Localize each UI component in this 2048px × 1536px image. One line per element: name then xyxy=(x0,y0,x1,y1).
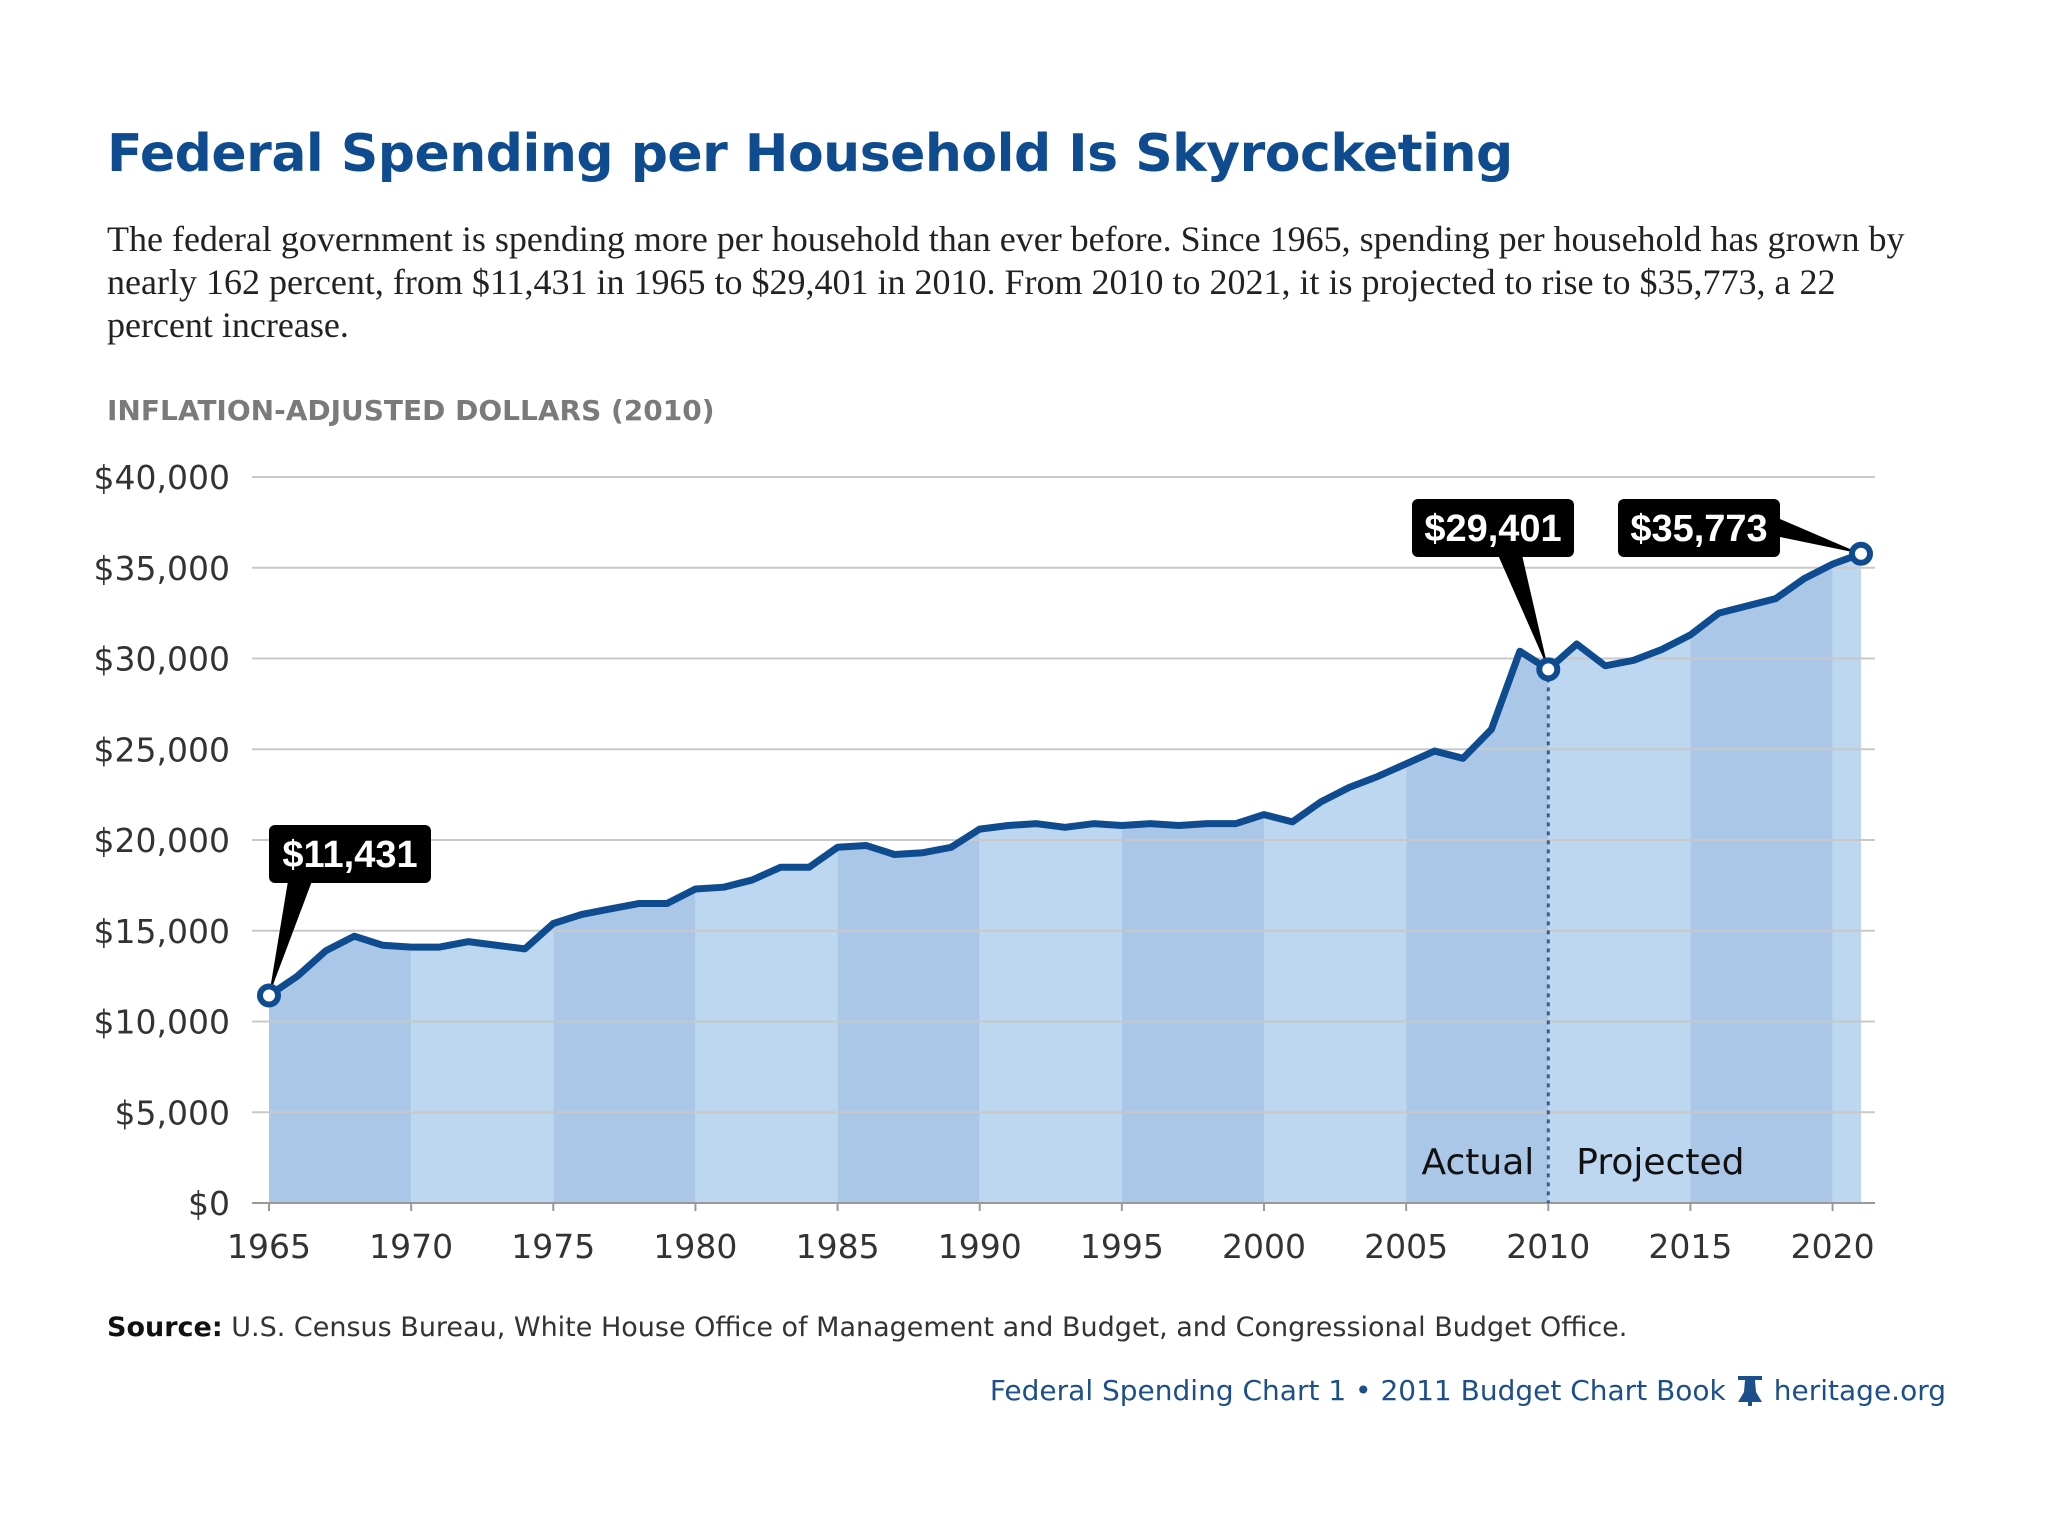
x-tick-label: 1975 xyxy=(511,1227,595,1266)
y-tick-label: $30,000 xyxy=(94,640,230,679)
x-tick-label: 1970 xyxy=(369,1227,453,1266)
callout-marker xyxy=(257,983,281,1008)
y-tick-label: $5,000 xyxy=(115,1093,230,1132)
region-label-projected: Projected xyxy=(1576,1142,1744,1183)
callout-marker xyxy=(1536,657,1561,682)
callout-pointer xyxy=(269,881,312,996)
callout-label: $35,773 xyxy=(1630,508,1767,550)
x-tick-label: 1990 xyxy=(938,1227,1022,1266)
source-label: Source: xyxy=(107,1312,223,1343)
y-tick-label: $20,000 xyxy=(94,821,230,860)
area-chart: $0 $5,000 $10,000 $15,000 $20,000 $25,000 $30,… xyxy=(94,458,1875,1266)
area-band xyxy=(1832,553,1861,1203)
y-tick-label: $40,000 xyxy=(94,458,230,497)
y-tick-label: $15,000 xyxy=(94,912,230,951)
callout-pointer xyxy=(1498,555,1549,670)
x-tick-label: 2000 xyxy=(1222,1227,1306,1266)
y-tick-label: $25,000 xyxy=(94,730,230,769)
y-tick-label: $35,000 xyxy=(94,549,230,588)
area-band xyxy=(1690,553,1833,1203)
y-tick-label: $0 xyxy=(188,1184,230,1223)
callout-label: $11,431 xyxy=(282,834,417,876)
x-tick-label: 1965 xyxy=(227,1227,311,1266)
footer: Federal Spending Chart 1 • 2011 Budget C… xyxy=(990,1374,1946,1407)
callout-box xyxy=(269,825,431,883)
x-tick-label: 2010 xyxy=(1506,1227,1590,1266)
x-tick-label: 1980 xyxy=(653,1227,737,1266)
callout-pointer xyxy=(1780,519,1861,554)
chart-title: Federal Spending per Household Is Skyroc… xyxy=(107,124,1513,184)
footer-text: Federal Spending Chart 1 • 2011 Budget C… xyxy=(989,1374,1726,1407)
x-tick-label: 2005 xyxy=(1364,1227,1448,1266)
x-tick-label: 2020 xyxy=(1791,1227,1875,1266)
x-tick-label: 1985 xyxy=(796,1227,880,1266)
y-tick-label: $10,000 xyxy=(94,1003,230,1042)
liberty-bell-icon xyxy=(1737,1375,1762,1406)
callout-marker xyxy=(1849,541,1873,566)
callout-box xyxy=(1618,499,1780,557)
callout-label: $29,401 xyxy=(1424,508,1561,550)
callout-box xyxy=(1412,499,1574,557)
x-tick-label: 1995 xyxy=(1080,1227,1164,1266)
x-tick-label: 2015 xyxy=(1648,1227,1732,1266)
source-text: U.S. Census Bureau, White House Office o… xyxy=(222,1312,1628,1343)
source-note: Source: U.S. Census Bureau, White House … xyxy=(107,1312,1627,1343)
footer-site-link[interactable]: heritage.org xyxy=(1773,1374,1946,1407)
region-label-actual: Actual xyxy=(1422,1142,1535,1183)
y-axis-label: INFLATION-ADJUSTED DOLLARS (2010) xyxy=(107,394,715,427)
chart-subtitle: The federal government is spending more … xyxy=(107,219,1905,345)
